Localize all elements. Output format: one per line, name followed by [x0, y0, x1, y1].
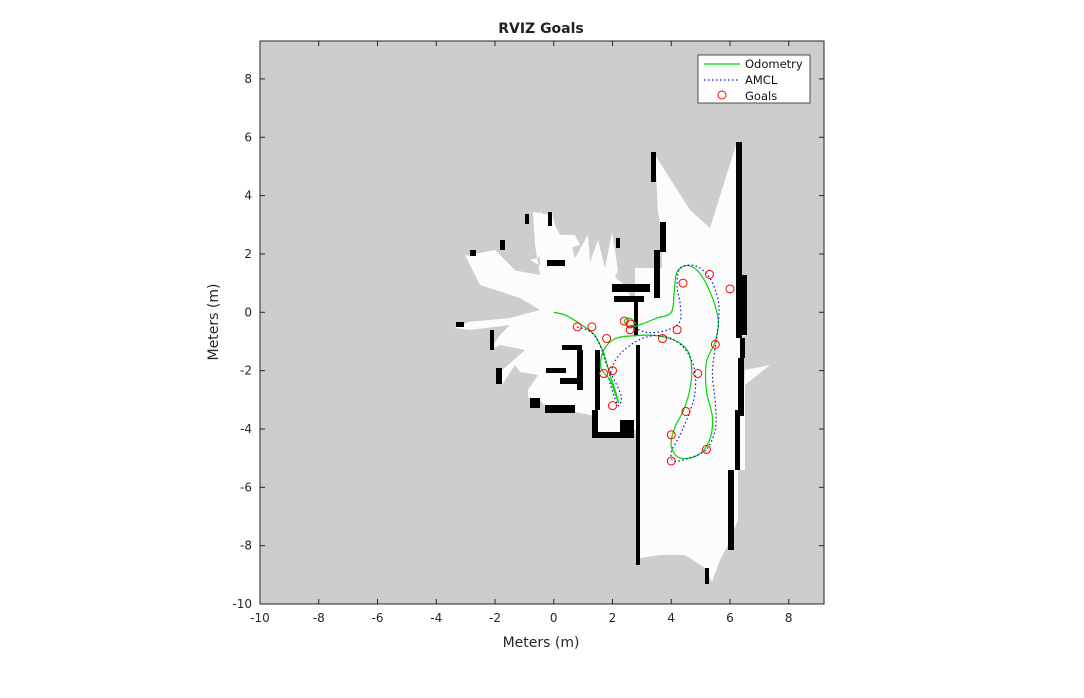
- goal-marker: [681, 406, 691, 416]
- legend-box: [697, 54, 811, 104]
- odometry-line: [553, 264, 719, 460]
- y-tick-label: -6: [240, 480, 252, 494]
- y-axis-label: Meters (m): [206, 284, 222, 361]
- amcl-line: [577, 264, 720, 462]
- x-tick-label: 0: [550, 611, 558, 625]
- series-layer: [553, 264, 735, 466]
- x-tick-label: 2: [609, 611, 617, 625]
- goal-marker: [608, 401, 617, 411]
- goal-marker: [602, 334, 612, 344]
- y-tick-label: -2: [240, 364, 252, 378]
- goal-marker: [599, 369, 609, 379]
- goal-marker: [704, 269, 714, 279]
- x-tick-label: -2: [489, 611, 501, 625]
- obstacles: [456, 142, 747, 584]
- goal-marker: [619, 316, 629, 326]
- goal-marker: [666, 430, 676, 440]
- x-tick-label: -6: [372, 611, 384, 625]
- x-tick-label: 4: [667, 611, 675, 625]
- legend-goals-swatch: [717, 90, 727, 100]
- x-tick-label: -4: [430, 611, 442, 625]
- legend-goals-label: Goals: [745, 89, 777, 103]
- goal-marker: [725, 284, 735, 294]
- goal-marker: [702, 444, 711, 454]
- axes-box: [259, 40, 825, 605]
- goal-marker: [678, 278, 688, 288]
- ticks-layer: -10 -8 -6 -4 -2 0 2 4 6 8 -10 -8 -6 -4 -2 0 2 4 6 8: [232, 41, 824, 625]
- goal-marker: [625, 325, 635, 335]
- goal-marker: [710, 339, 720, 349]
- y-tick-label: 2: [244, 247, 252, 261]
- y-tick-label: 8: [244, 72, 252, 86]
- goal-marker: [657, 334, 667, 344]
- y-tick-label: -10: [232, 597, 252, 611]
- y-tick-label: 0: [244, 305, 252, 319]
- chart-title: RVIZ Goals: [498, 21, 584, 37]
- x-tick-label: 8: [785, 611, 793, 625]
- legend: Odometry AMCL Goals: [697, 54, 811, 104]
- legend-amcl-label: AMCL: [745, 73, 778, 87]
- y-tick-label: -4: [240, 422, 252, 436]
- goal-marker: [608, 366, 617, 376]
- y-tick-label: 4: [244, 189, 252, 203]
- goal-marker: [666, 456, 676, 466]
- x-axis-label: Meters (m): [503, 635, 580, 651]
- x-tick-label: -8: [313, 611, 325, 625]
- x-tick-label: -10: [250, 611, 270, 625]
- goal-marker: [587, 322, 597, 332]
- y-tick-label: -8: [240, 539, 252, 553]
- x-tick-label: 6: [726, 611, 734, 625]
- occupancy-map: [455, 142, 770, 584]
- goal-marker: [693, 369, 703, 379]
- legend-odometry-label: Odometry: [745, 57, 803, 71]
- y-tick-label: 6: [244, 130, 252, 144]
- goal-marker: [572, 322, 582, 332]
- goal-marker: [672, 325, 682, 335]
- goal-marker: [625, 319, 635, 329]
